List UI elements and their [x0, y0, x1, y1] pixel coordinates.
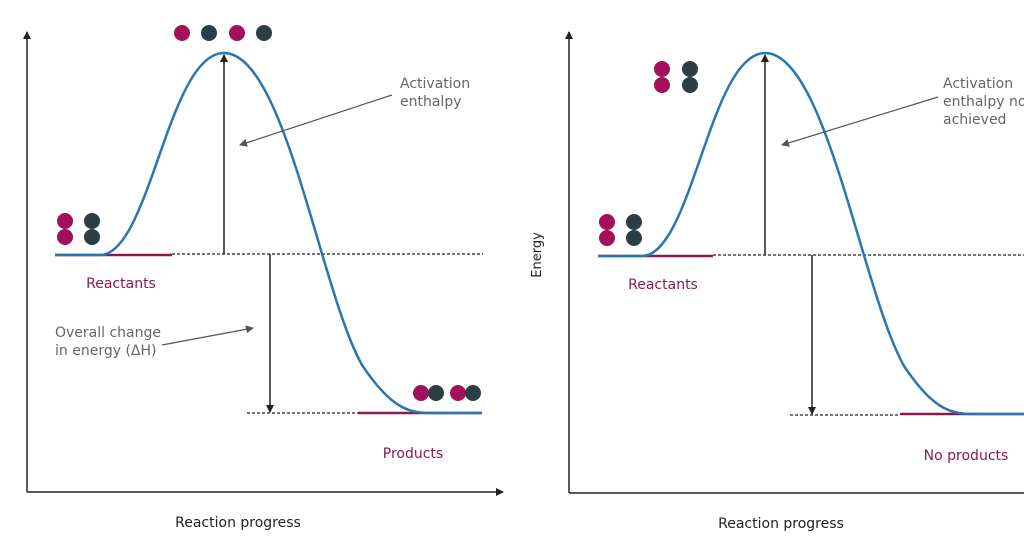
- pointer: [781, 96, 939, 147]
- molecules: [599, 61, 698, 246]
- energy-curve: [55, 51, 482, 415]
- left-panel: Activation enthalpy Reactants Overall ch…: [23, 25, 504, 531]
- label: Reactants: [86, 276, 156, 292]
- label: Products: [383, 446, 443, 462]
- pointer: [239, 94, 393, 147]
- label: enthalpy: [400, 94, 462, 110]
- energy-curve: [598, 51, 1024, 416]
- molecules: [57, 25, 481, 401]
- label: enthalpy no: [943, 94, 1024, 110]
- label: Activation: [943, 76, 1013, 92]
- right-panel: Activation enthalpy no achieved Energy R…: [530, 31, 1024, 532]
- pointer: [161, 325, 254, 346]
- label: No products: [924, 448, 1009, 464]
- label: Activation: [400, 76, 470, 92]
- axis-label: Reaction progress: [175, 515, 301, 531]
- label: in energy (ΔH): [55, 343, 156, 359]
- label: achieved: [943, 112, 1006, 128]
- label: Overall change: [55, 325, 161, 341]
- axis-label: Reaction progress: [718, 516, 844, 532]
- label: Reactants: [628, 277, 698, 293]
- axis-label: Energy: [530, 232, 545, 278]
